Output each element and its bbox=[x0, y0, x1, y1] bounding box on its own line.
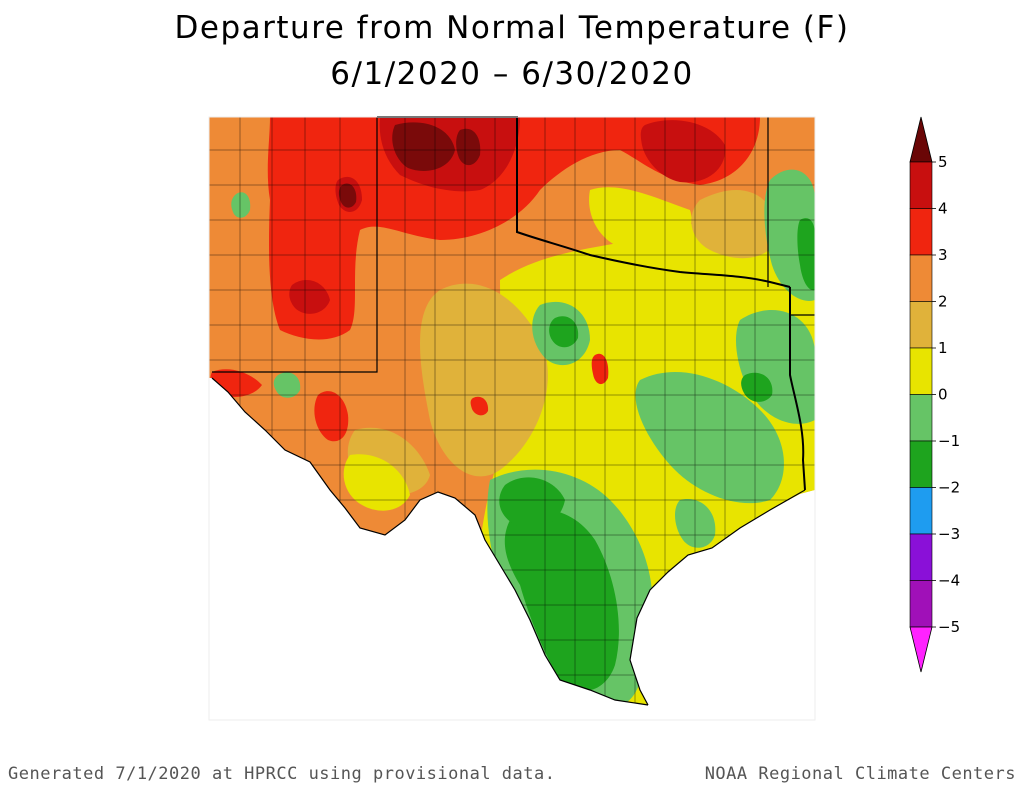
legend-band bbox=[909, 161, 933, 209]
legend-band bbox=[909, 440, 933, 488]
legend-band bbox=[909, 487, 933, 535]
legend-tick-label: −4 bbox=[938, 572, 960, 590]
legend-band bbox=[909, 208, 933, 256]
legend-band bbox=[909, 580, 933, 628]
legend-tick-label: −3 bbox=[938, 525, 960, 543]
footer-attribution: NOAA Regional Climate Centers bbox=[704, 764, 1016, 784]
field-cool1-west bbox=[273, 372, 301, 398]
legend-band bbox=[909, 254, 933, 302]
temperature-field bbox=[209, 117, 815, 720]
legend-tick-label: −5 bbox=[938, 618, 960, 636]
legend-band bbox=[909, 301, 933, 349]
tx-coastline bbox=[629, 489, 806, 706]
map-frame bbox=[208, 116, 816, 721]
field-cool2-far-east bbox=[741, 372, 773, 402]
field-veryhot-panhandle2 bbox=[456, 128, 481, 166]
field-cool1-east bbox=[635, 371, 784, 504]
field-warm3-central bbox=[591, 353, 609, 385]
legend-tick-label: 3 bbox=[938, 246, 948, 264]
field-hot-nm bbox=[289, 280, 330, 314]
legend-tick-label: 5 bbox=[938, 153, 948, 171]
rio-grande bbox=[211, 377, 649, 706]
field-warm1-central bbox=[420, 283, 548, 477]
legend-tick-label: 0 bbox=[938, 386, 948, 404]
footer-generated-note: Generated 7/1/2020 at HPRCC using provis… bbox=[8, 764, 556, 784]
legend-tick-label: 4 bbox=[938, 200, 948, 218]
field-warm1-northeast bbox=[691, 190, 780, 259]
tx-la-border bbox=[789, 287, 806, 491]
legend-under-arrow bbox=[909, 626, 933, 673]
map-title: Departure from Normal Temperature (F) bbox=[174, 10, 850, 46]
legend-tick-label: −2 bbox=[938, 479, 960, 497]
legend-band bbox=[909, 394, 933, 442]
legend-tick-label: −1 bbox=[938, 432, 960, 450]
legend-over-arrow bbox=[909, 116, 933, 163]
legend-tick-label: 2 bbox=[938, 293, 948, 311]
field-cool1-nm bbox=[231, 192, 251, 218]
field-warm3-north bbox=[267, 117, 760, 340]
field-veryhot-nm bbox=[338, 183, 357, 208]
gulf-water bbox=[630, 490, 815, 720]
legend-band bbox=[909, 347, 933, 395]
field-cool2-northeast bbox=[797, 218, 815, 291]
legend-band bbox=[909, 533, 933, 581]
field-hot-oklahoma bbox=[640, 120, 726, 183]
color-legend: 5 4 3 2 1 0 −1 −2 −3 −4 −5 bbox=[909, 116, 960, 673]
field-warm3-small bbox=[470, 396, 489, 416]
legend-tick-label: 1 bbox=[938, 339, 948, 357]
field-veryhot-panhandle bbox=[392, 122, 455, 171]
field-cool2-south bbox=[504, 509, 619, 692]
field-neutral-big-bend bbox=[343, 454, 410, 511]
field-cool2-central bbox=[549, 316, 579, 348]
map-date-range: 6/1/2020 – 6/30/2020 bbox=[330, 56, 694, 92]
nm-tx-border bbox=[212, 117, 378, 373]
field-neutral-north bbox=[589, 187, 692, 251]
field-cool2-southwest bbox=[499, 477, 565, 529]
